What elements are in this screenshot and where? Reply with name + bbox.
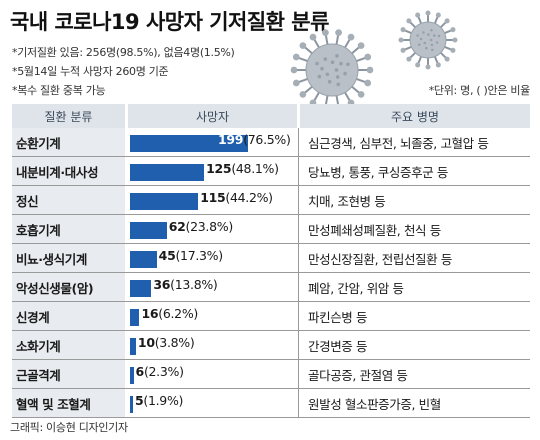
disease-label: 만성신장질환, 전립선질환 등: [308, 251, 452, 267]
disease-label: 치매, 조현병 등: [308, 193, 386, 209]
disease-label: 심근경색, 심부전, 뇌졸중, 고혈압 등: [308, 135, 489, 151]
category-label: 비뇨·생식기계: [12, 244, 125, 272]
value-label: 16(6.2%): [141, 306, 198, 321]
disease-label: 골다공증, 관절염 등: [308, 367, 408, 383]
column-divider: [298, 157, 299, 185]
category-label: 소화기계: [12, 331, 125, 359]
category-label: 혈액 및 조혈계: [12, 389, 125, 417]
table-row: 소화기계 10(3.8%) 간경변증 등: [12, 331, 530, 360]
category-label: 내분비계·대사성: [12, 157, 125, 185]
category-label: 호흡기계: [12, 215, 125, 243]
disease-label: 폐암, 간암, 위암 등: [308, 280, 404, 296]
unit-note: *단위: 명, ( )안은 비율: [428, 84, 531, 97]
note-date-basis: *5월14일 누적 사망자 260명 기준: [12, 65, 169, 78]
column-divider: [298, 273, 299, 301]
virus-icon: [398, 10, 458, 70]
virus-icon: [290, 29, 374, 111]
value-label: 6(2.3%): [135, 364, 184, 379]
header-category: 질환 분류: [12, 104, 125, 128]
column-divider: [298, 215, 299, 243]
value-label: 62(23.8%): [168, 219, 233, 234]
table-row: 정신 115(44.2%) 치매, 조현병 등: [12, 186, 530, 215]
disease-label: 파킨슨병 등: [308, 309, 368, 325]
bar: [130, 135, 248, 152]
column-divider: [298, 186, 299, 214]
table-row: 혈액 및 조혈계 5(1.9%) 원발성 혈소판증가증, 빈혈: [12, 389, 530, 418]
value-label: 36(13.8%): [153, 277, 218, 292]
disease-label: 만성폐쇄성폐질환, 천식 등: [308, 222, 441, 238]
page-title: 국내 코로나19 사망자 기저질환 분류: [10, 10, 329, 34]
column-divider: [298, 389, 299, 417]
category-label: 악성신생물(암): [12, 273, 125, 301]
value-label: 199(76.5%): [218, 132, 291, 147]
table-row: 호흡기계 62(23.8%) 만성폐쇄성폐질환, 천식 등: [12, 215, 530, 244]
category-label: 신경계: [12, 302, 125, 330]
table-row: 근골격계 6(2.3%) 골다공증, 관절염 등: [12, 360, 530, 389]
header-diseases: 주요 병명: [300, 104, 530, 128]
category-label: 정신: [12, 186, 125, 214]
bar: [130, 367, 134, 384]
bar: [130, 396, 133, 413]
value-label: 125(48.1%): [206, 161, 279, 176]
bar: [130, 164, 205, 181]
column-divider: [298, 360, 299, 388]
category-label: 순환기계: [12, 128, 125, 156]
table-row: 악성신생물(암) 36(13.8%) 폐암, 간암, 위암 등: [12, 273, 530, 302]
column-divider: [298, 331, 299, 359]
bar: [130, 251, 157, 268]
bar: [130, 338, 136, 355]
credit: 그래픽: 이승현 디자인기자: [10, 421, 128, 434]
value-label: 45(17.3%): [158, 248, 223, 263]
table-row: 내분비계·대사성 125(48.1%) 당뇨병, 통풍, 쿠싱증후군 등: [12, 157, 530, 186]
table-row: 비뇨·생식기계 45(17.3%) 만성신장질환, 전립선질환 등: [12, 244, 530, 273]
note-duplicates: *복수 질환 중복 가능: [12, 84, 106, 97]
column-divider: [298, 244, 299, 272]
note-underlying-disease: *기저질환 있음: 256명(98.5%), 없음4명(1.5%): [12, 46, 235, 59]
bar: [130, 193, 199, 210]
disease-label: 간경변증 등: [308, 338, 368, 354]
bar: [130, 309, 140, 326]
disease-label: 당뇨병, 통풍, 쿠싱증후군 등: [308, 164, 448, 180]
value-label: 5(1.9%): [135, 393, 184, 408]
table-row: 순환기계 199(76.5%) 심근경색, 심부전, 뇌졸중, 고혈압 등: [12, 128, 530, 157]
bar: [130, 280, 152, 297]
category-label: 근골격계: [12, 360, 125, 388]
table-row: 신경계 16(6.2%) 파킨슨병 등: [12, 302, 530, 331]
column-divider: [298, 128, 299, 156]
value-label: 115(44.2%): [200, 190, 273, 205]
disease-label: 원발성 혈소판증가증, 빈혈: [308, 396, 441, 412]
value-label: 10(3.8%): [137, 335, 195, 350]
column-divider: [298, 302, 299, 330]
header-deaths: 사망자: [128, 104, 297, 128]
bar: [130, 222, 167, 239]
